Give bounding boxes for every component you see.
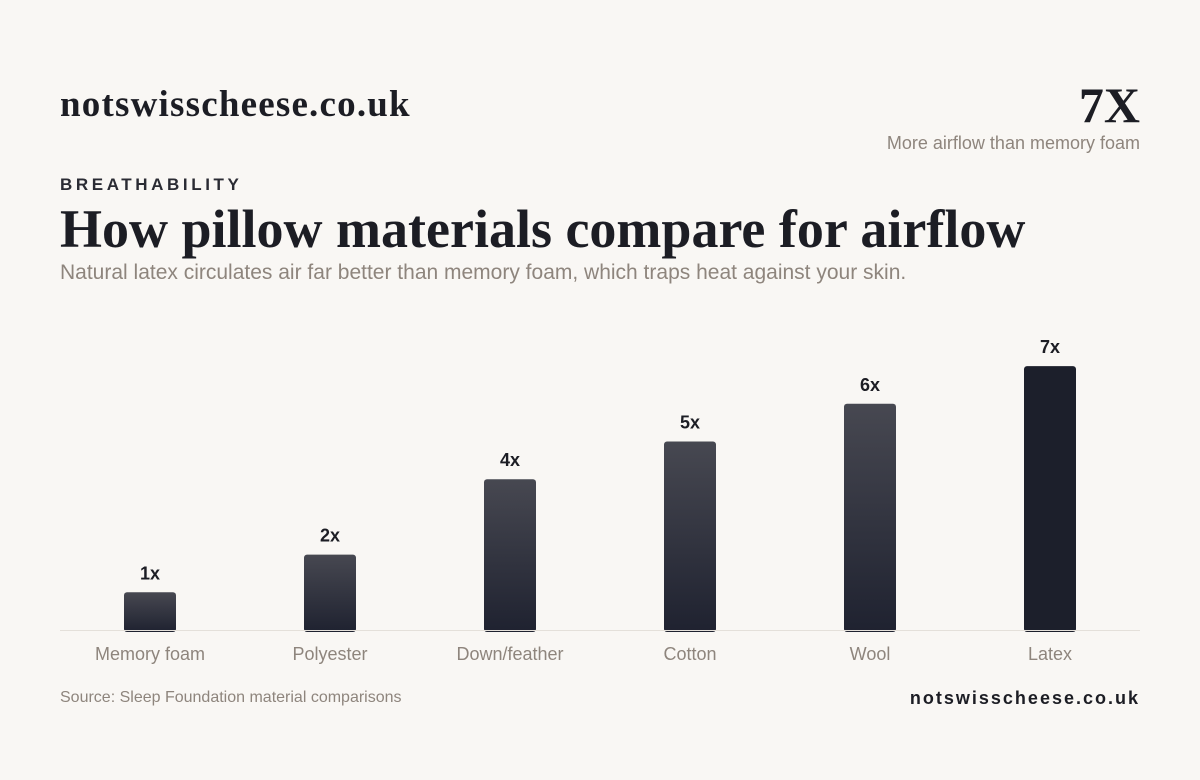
category-label: Wool [850,644,891,664]
value-label: 2x [320,526,340,546]
labels-group: 1x Memory foam 2x Polyester 4x Down/feather 5x… [95,337,1072,664]
category-label: Polyester [292,644,367,664]
category-label: Memory foam [95,644,205,664]
category-label: Latex [1028,644,1072,664]
stat-label: More airflow than memory foam [886,133,1140,153]
stat-value: 7X [1078,77,1140,133]
brand-logo: notswisscheese.co.uk [60,84,411,125]
chart-subtitle: Natural latex circulates air far better … [60,261,907,284]
source-note: Source: Sleep Foundation material compar… [60,689,402,706]
category-label: Cotton [663,644,716,664]
value-label: 1x [140,563,160,583]
bars-group [124,366,1076,632]
value-label: 7x [1040,337,1060,357]
bar-polyester [304,554,356,632]
eyebrow-label: BREATHABILITY [60,175,243,194]
bar-latex [1024,366,1076,632]
value-label: 5x [680,413,700,433]
bar-memory-foam [124,592,176,632]
bar-cotton [664,441,716,632]
bar-down-feather [484,479,536,632]
value-label: 4x [500,450,520,470]
value-label: 6x [860,375,880,395]
chart-title: How pillow materials compare for airflow [60,199,1026,259]
bar-wool [844,403,896,632]
footer-brand: notswisscheese.co.uk [909,688,1140,708]
category-label: Down/feather [456,644,563,664]
